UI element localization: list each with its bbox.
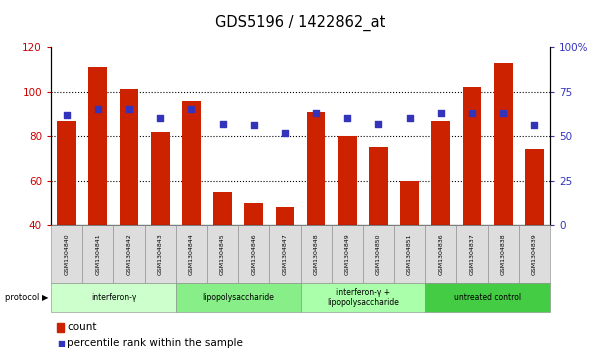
- Bar: [182, 101, 201, 225]
- Bar: [88, 67, 107, 225]
- Text: GSM1304846: GSM1304846: [251, 233, 256, 275]
- Text: GSM1304842: GSM1304842: [127, 233, 132, 275]
- Point: [62, 112, 72, 118]
- Text: count: count: [67, 322, 97, 333]
- Point: [156, 115, 165, 121]
- Text: GSM1304850: GSM1304850: [376, 233, 381, 275]
- Text: GDS5196 / 1422862_at: GDS5196 / 1422862_at: [215, 15, 386, 31]
- Point: [436, 110, 445, 116]
- Text: GSM1304843: GSM1304843: [157, 233, 163, 275]
- Text: GSM1304849: GSM1304849: [345, 233, 350, 275]
- Point: [280, 130, 290, 135]
- Point: [467, 110, 477, 116]
- Bar: [432, 121, 450, 225]
- Text: GSM1304851: GSM1304851: [407, 233, 412, 275]
- Text: GSM1304837: GSM1304837: [469, 233, 474, 275]
- Text: GSM1304836: GSM1304836: [438, 233, 444, 275]
- Text: GSM1304840: GSM1304840: [64, 233, 69, 275]
- Point: [249, 123, 258, 129]
- Text: GSM1304844: GSM1304844: [189, 233, 194, 275]
- Bar: [369, 147, 388, 225]
- Point: [498, 110, 508, 116]
- Point: [186, 106, 196, 112]
- Text: GSM1304839: GSM1304839: [532, 233, 537, 275]
- Point: [405, 115, 415, 121]
- Bar: [307, 112, 326, 225]
- Text: interferon-γ +
lipopolysaccharide: interferon-γ + lipopolysaccharide: [327, 288, 399, 307]
- Point: [124, 106, 134, 112]
- Point: [529, 123, 539, 129]
- Text: untreated control: untreated control: [454, 293, 521, 302]
- Text: lipopolysaccharide: lipopolysaccharide: [202, 293, 274, 302]
- Bar: [276, 207, 294, 225]
- Bar: [400, 180, 419, 225]
- Text: GSM1304845: GSM1304845: [220, 233, 225, 275]
- Text: GSM1304841: GSM1304841: [96, 233, 100, 275]
- Text: protocol ▶: protocol ▶: [5, 293, 48, 302]
- Bar: [525, 150, 544, 225]
- Bar: [463, 87, 481, 225]
- Point: [311, 110, 321, 116]
- Text: percentile rank within the sample: percentile rank within the sample: [67, 338, 243, 348]
- Point: [343, 115, 352, 121]
- Bar: [338, 136, 356, 225]
- Bar: [245, 203, 263, 225]
- Text: GSM1304848: GSM1304848: [314, 233, 319, 275]
- Text: GSM1304847: GSM1304847: [282, 233, 287, 275]
- Bar: [494, 63, 513, 225]
- Text: interferon-γ: interferon-γ: [91, 293, 136, 302]
- Bar: [213, 192, 232, 225]
- Point: [93, 106, 103, 112]
- Bar: [151, 132, 169, 225]
- Point: [218, 121, 227, 127]
- Point: [374, 121, 383, 127]
- Bar: [57, 121, 76, 225]
- Text: GSM1304838: GSM1304838: [501, 233, 505, 275]
- Bar: [120, 89, 138, 225]
- Text: ■: ■: [56, 339, 65, 347]
